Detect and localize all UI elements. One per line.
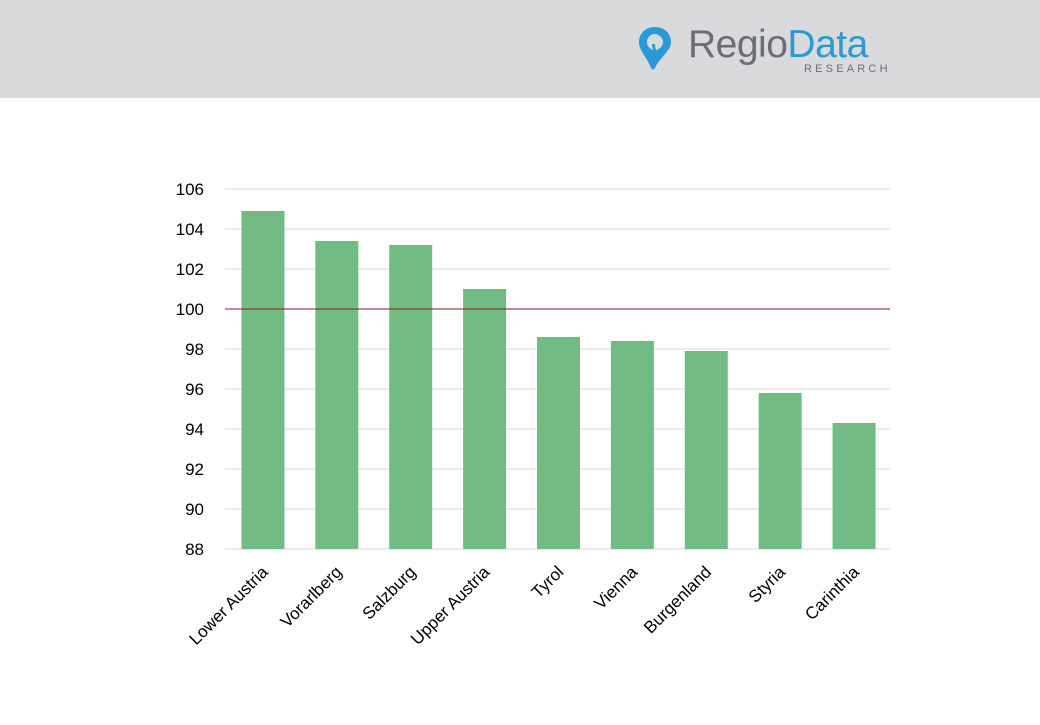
x-tick-label: Burgenland [640,562,715,637]
y-tick-label: 106 [176,180,204,199]
bar [832,423,876,549]
x-tick-label: Upper Austria [407,562,494,649]
y-tick-label: 104 [176,220,204,239]
bars [241,211,876,549]
header-band: RegioData RESEARCH [0,0,1040,98]
bar [610,341,654,549]
regiodata-logo: RegioData RESEARCH [636,22,906,78]
x-tick-label: Lower Austria [186,562,273,649]
brand-subtitle: RESEARCH [804,63,891,75]
map-pin-icon [639,27,671,70]
bar [463,289,507,549]
y-tick-label: 92 [185,460,204,479]
brand-name-data: Data [787,23,868,66]
y-tick-label: 98 [185,340,204,359]
x-tick-label: Vorarlberg [277,562,346,631]
y-tick-label: 94 [185,420,204,439]
y-axis-ticks: 88 90 92 94 96 98 100 102 104 106 [176,180,204,559]
bar [758,393,802,549]
y-tick-label: 96 [185,380,204,399]
x-tick-label: Tyrol [528,562,567,601]
y-tick-label: 88 [185,540,204,559]
x-tick-label: Vienna [591,562,642,613]
brand-name: RegioData [688,22,868,68]
y-tick-label: 102 [176,260,204,279]
y-tick-label: 90 [185,500,204,519]
x-tick-label: Salzburg [359,562,420,623]
bar [684,351,728,549]
x-tick-label: Carinthia [801,562,863,624]
brand-name-regio: Regio [688,23,788,66]
bar [537,337,580,549]
x-tick-label: Styria [745,562,790,607]
bar [241,211,285,549]
bar-chart: 88 90 92 94 96 98 100 102 104 106 Lower Austria Vo… [176,180,890,649]
y-tick-label: 100 [176,300,204,319]
bar [389,245,433,549]
chart-area: 88 90 92 94 96 98 100 102 104 106 Lower Austria Vo… [0,98,1040,720]
bar [315,241,359,549]
